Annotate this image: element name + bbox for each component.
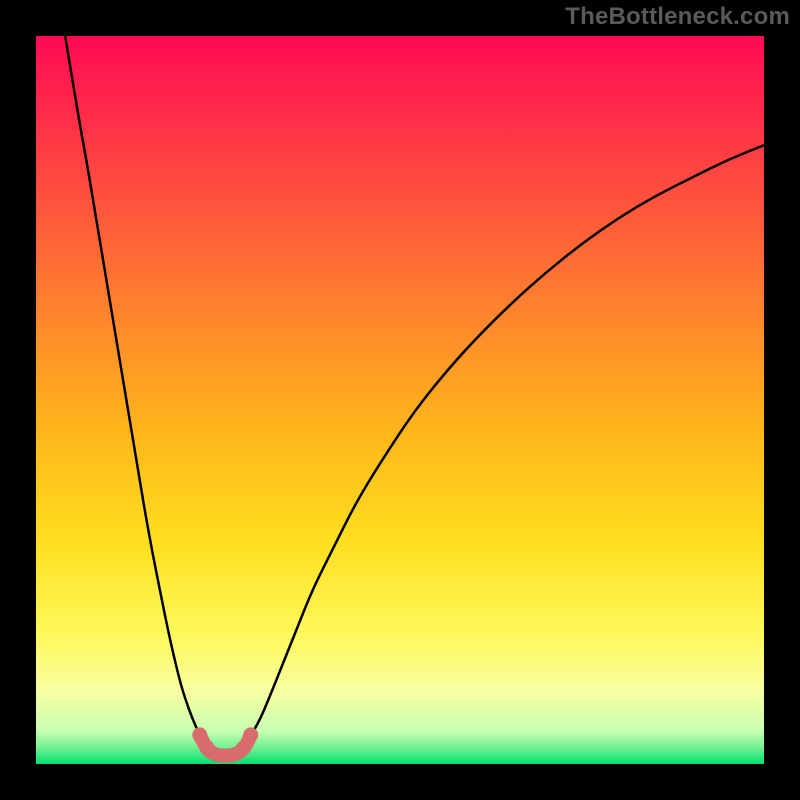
root-frame: TheBottleneck.com [0, 0, 800, 800]
dip-bead [200, 740, 215, 755]
dip-bead [236, 740, 251, 755]
bottleneck-chart [36, 36, 764, 764]
dip-bead [243, 727, 258, 742]
dip-bead [192, 727, 207, 742]
watermark-text: TheBottleneck.com [565, 3, 790, 31]
chart-background [36, 36, 764, 764]
plot-area [36, 36, 764, 764]
